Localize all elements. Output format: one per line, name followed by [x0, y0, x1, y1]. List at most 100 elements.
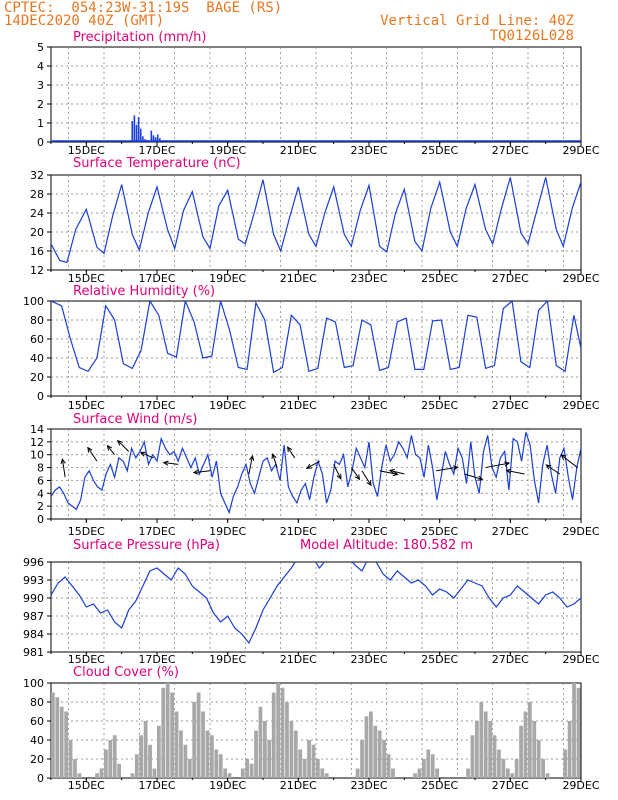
panel-5: 0 20 40 60 80 100 15DEC 17DEC 19DEC 21DEC 23DEC 25D… — [23, 665, 600, 792]
cloud-bar — [95, 773, 99, 778]
wind-arrow-head — [504, 461, 511, 467]
y-tick-label: 100 — [23, 295, 44, 308]
wind-arrow-head — [271, 453, 277, 460]
wind-arrow-head — [249, 454, 255, 461]
y-tick-label: 20 — [30, 371, 44, 384]
cloud-bar — [307, 740, 311, 778]
cloud-bar — [249, 763, 254, 778]
cloud-bar — [488, 721, 493, 778]
y-tick-label: 5 — [37, 41, 44, 54]
cloud-bar — [320, 768, 325, 778]
cloud-bar — [466, 768, 470, 778]
wind-arrow — [546, 464, 561, 475]
panel-4: 981 984 987 990 993 996 15DEC 17DEC 19DEC 21DEC 23… — [23, 538, 600, 666]
x-tick-label: 17DEC — [138, 399, 175, 412]
wind-arrow-head — [87, 446, 93, 453]
cloud-bar — [139, 735, 144, 778]
x-tick-label: 17DEC — [138, 272, 175, 285]
cloud-bar — [519, 725, 523, 778]
x-tick-label: 17DEC — [138, 144, 175, 157]
cloud-bar — [293, 730, 298, 778]
x-tick-label: 29DEC — [562, 399, 599, 412]
x-tick-label: 21DEC — [280, 525, 317, 538]
cloud-bar — [572, 683, 576, 778]
cloud-bar — [355, 768, 360, 778]
cloud-bar — [360, 740, 364, 778]
wind-arrow-head — [388, 468, 395, 474]
cloud-bar — [280, 687, 285, 778]
cloud-bar — [386, 754, 391, 778]
cloud-bar — [201, 711, 205, 778]
x-tick-label: 19DEC — [209, 272, 246, 285]
cloud-bar — [514, 759, 519, 778]
y-tick-label: 10 — [30, 449, 44, 462]
y-tick-label: 80 — [30, 696, 44, 709]
x-tick-label: 21DEC — [280, 653, 317, 666]
cloud-bar — [523, 711, 528, 778]
y-tick-label: 2 — [37, 98, 44, 111]
x-tick-label: 15DEC — [68, 653, 105, 666]
x-tick-label: 25DEC — [421, 779, 458, 792]
wind-arrow — [272, 453, 278, 468]
wind-arrow — [248, 455, 253, 475]
y-tick-label: 40 — [30, 734, 44, 747]
x-tick-label: 25DEC — [421, 399, 458, 412]
wind-arrow — [287, 446, 296, 459]
precip-bar — [142, 136, 144, 142]
cloud-bar — [179, 730, 183, 778]
cloud-bar — [576, 687, 581, 778]
y-tick-label: 6 — [37, 474, 44, 487]
precip-bar — [133, 115, 136, 142]
cloud-bar — [373, 725, 378, 778]
cloud-bar — [174, 711, 179, 778]
cloud-bar — [391, 768, 395, 778]
cloud-bar — [108, 740, 113, 778]
x-tick-label: 19DEC — [209, 653, 246, 666]
series-line — [51, 562, 581, 645]
wind-arrow-head — [452, 465, 459, 471]
y-tick-label: 4 — [37, 487, 44, 500]
x-tick-label: 15DEC — [68, 525, 105, 538]
wind-arrow — [464, 473, 483, 480]
wind-arrow — [436, 466, 458, 472]
x-tick-label: 15DEC — [68, 272, 105, 285]
panel-title: Cloud Cover (%) — [73, 665, 179, 680]
y-tick-label: 987 — [23, 610, 44, 623]
wind-arrow — [361, 470, 372, 486]
y-tick-label: 8 — [37, 462, 44, 475]
cloud-bar — [426, 749, 431, 778]
cloud-bar — [505, 768, 510, 778]
wind-arrow — [117, 440, 130, 452]
series-line — [51, 177, 581, 264]
y-tick-label: 20 — [30, 753, 44, 766]
cloud-bar — [205, 730, 210, 778]
wind-arrow — [389, 469, 405, 475]
wind-arrow-head — [286, 446, 293, 453]
wind-arrow-head — [305, 463, 312, 469]
cloud-bar — [377, 730, 382, 778]
wind-arrow-head — [60, 458, 66, 465]
y-tick-label: 2 — [37, 500, 44, 513]
y-tick-label: 996 — [23, 556, 44, 569]
cloud-bar — [161, 687, 166, 778]
cloud-bar — [541, 759, 546, 778]
y-tick-label: 0 — [37, 772, 44, 785]
cloud-bar — [240, 768, 245, 778]
cloud-bar — [117, 763, 122, 778]
cloud-bar — [148, 744, 152, 778]
cloud-bar — [316, 759, 320, 778]
wind-arrow-head — [139, 451, 146, 457]
cloud-bar — [112, 735, 117, 778]
cloud-bar — [417, 768, 422, 778]
y-tick-label: 16 — [30, 245, 44, 258]
wind-arrow-head — [336, 473, 342, 480]
cloud-bar — [214, 749, 219, 778]
x-tick-label: 29DEC — [562, 525, 599, 538]
x-tick-label: 17DEC — [138, 779, 175, 792]
cloud-bar — [64, 711, 69, 778]
cloud-bar — [382, 740, 387, 778]
x-tick-label: 27DEC — [492, 525, 529, 538]
x-tick-label: 17DEC — [138, 653, 175, 666]
panel-2: 0 20 40 60 80 100 15DEC 17DEC 19DEC 21DEC 23DEC 25D… — [23, 284, 600, 412]
x-tick-label: 25DEC — [421, 653, 458, 666]
